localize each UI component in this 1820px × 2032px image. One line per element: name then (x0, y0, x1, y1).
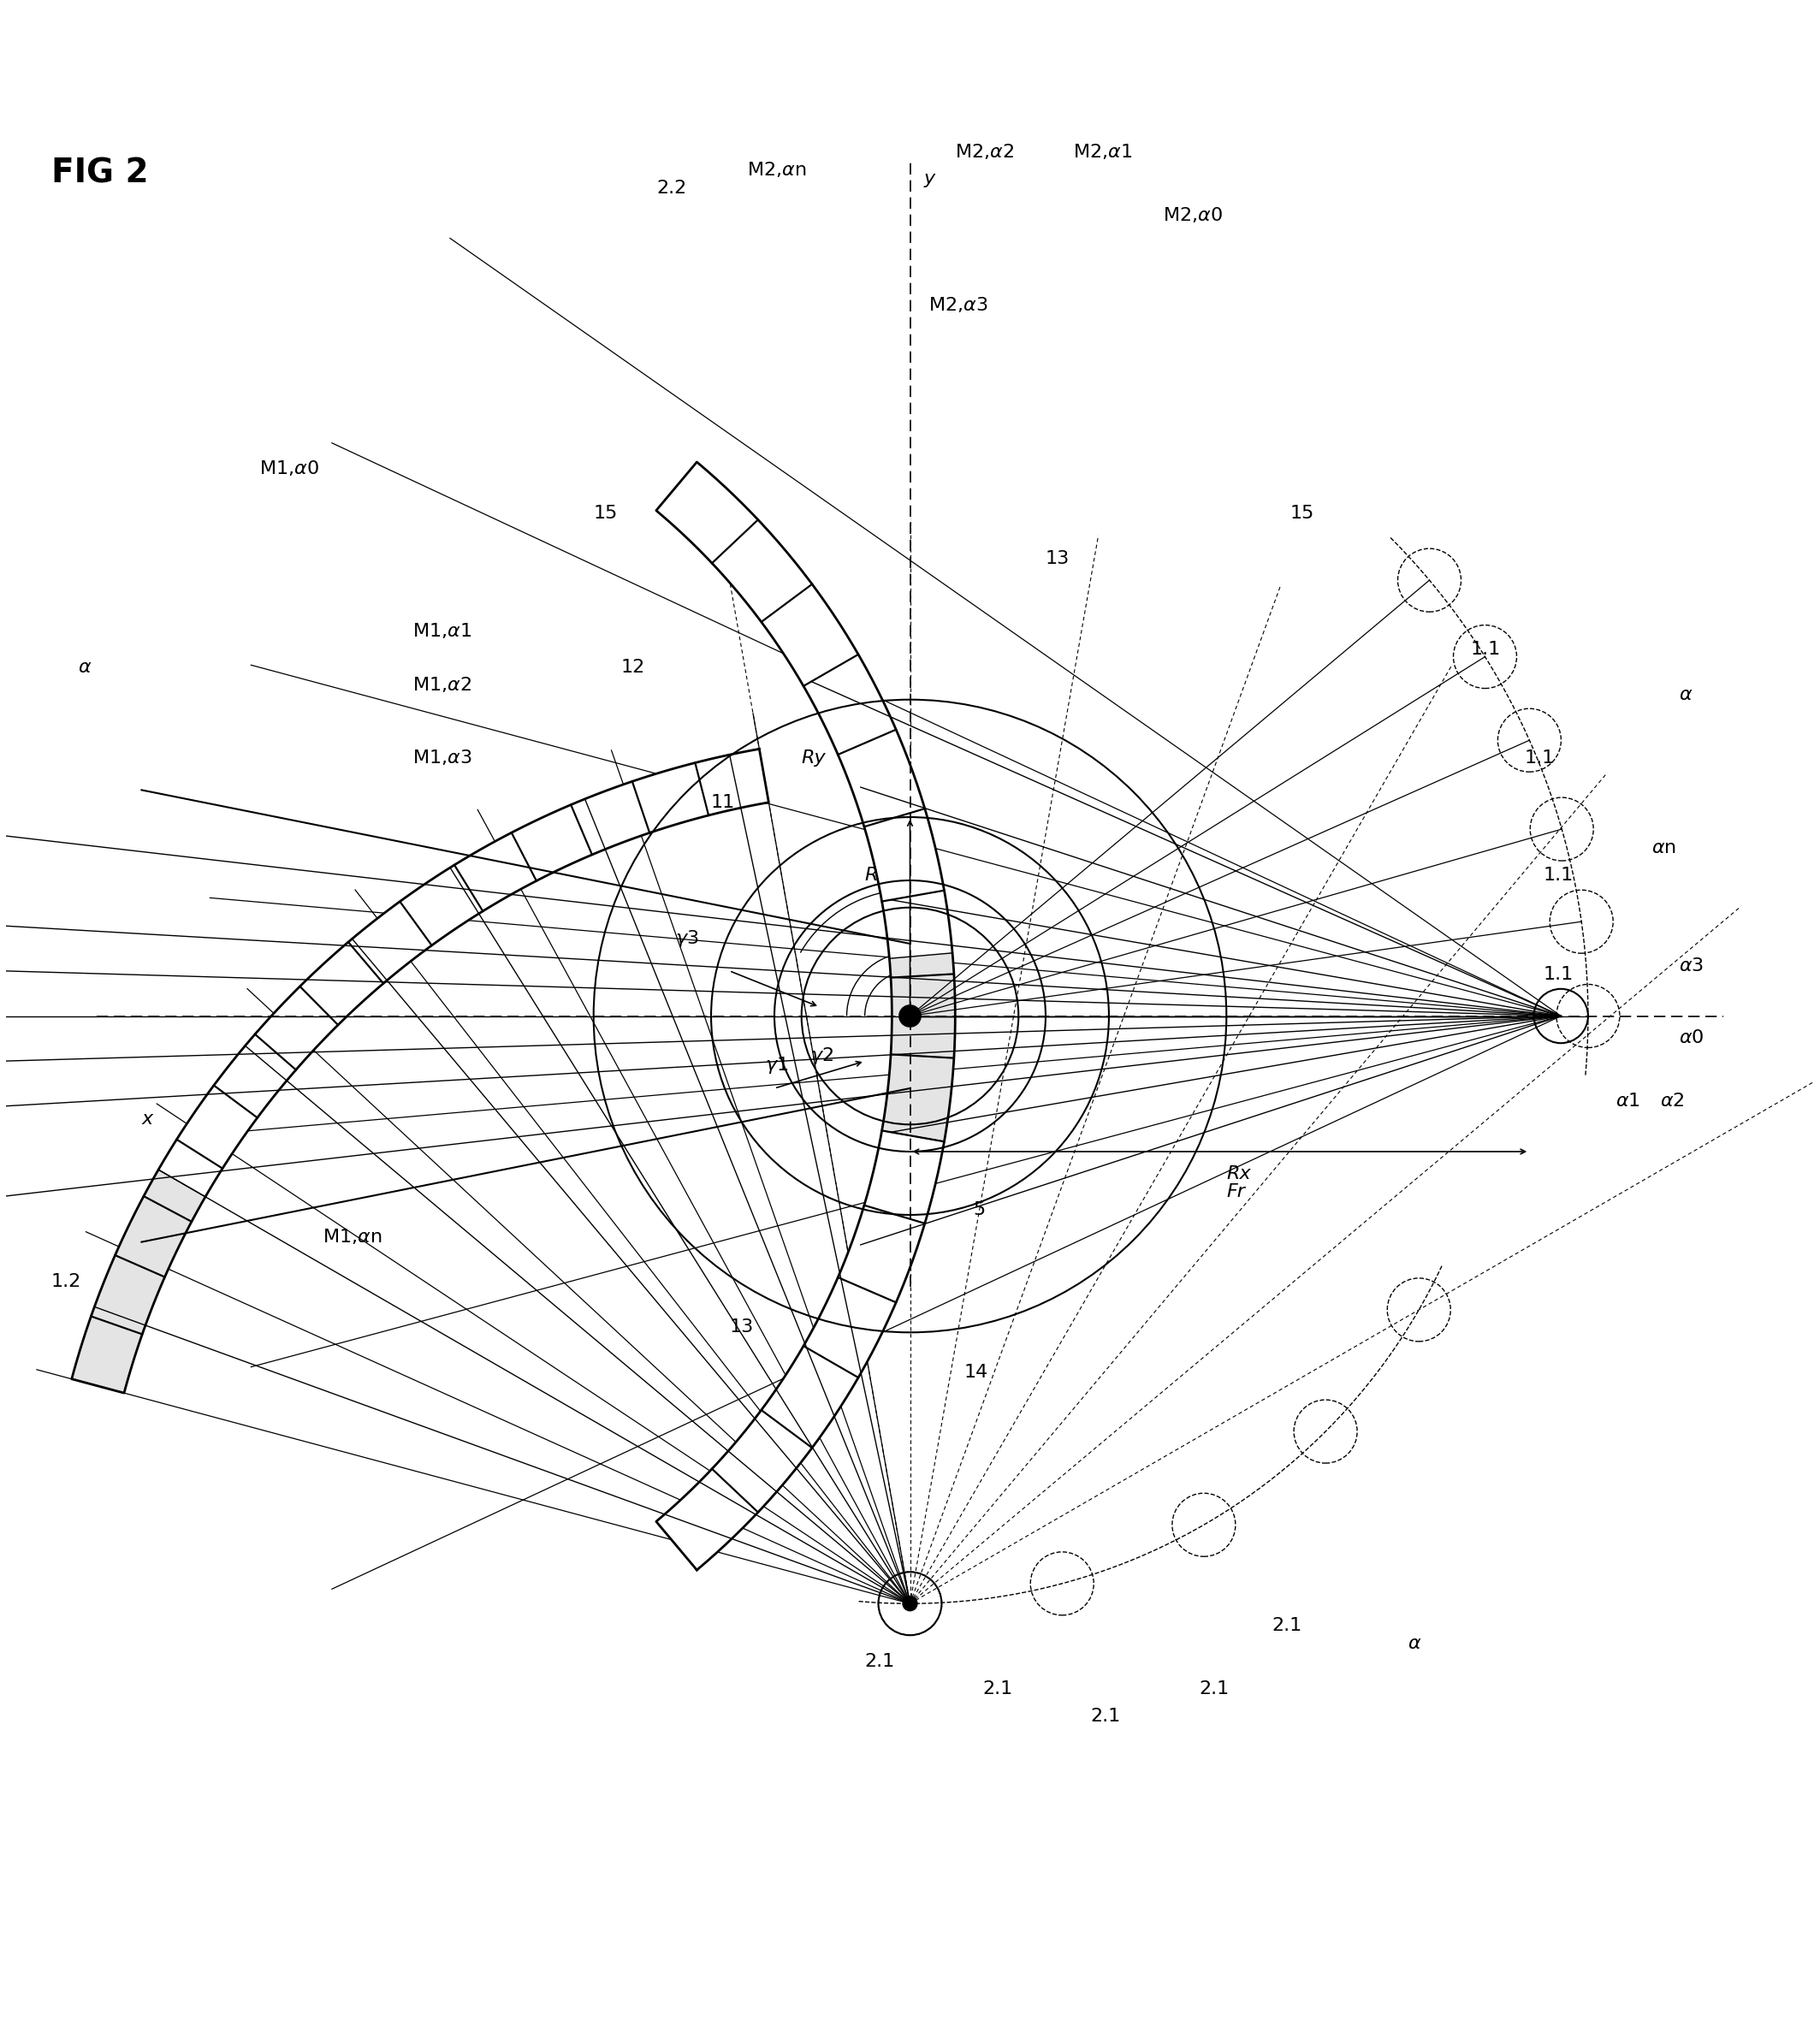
Text: M1,$\alpha$1: M1,$\alpha$1 (413, 622, 471, 640)
Text: 2.1: 2.1 (1090, 1707, 1121, 1725)
Text: Fr: Fr (1227, 1183, 1245, 1201)
Polygon shape (657, 461, 956, 1571)
Text: $\gamma$1: $\gamma$1 (766, 1055, 788, 1075)
Text: 12: 12 (621, 658, 644, 677)
Text: Rx: Rx (1227, 1164, 1250, 1183)
Circle shape (903, 1597, 917, 1611)
Text: $\gamma$3: $\gamma$3 (675, 929, 699, 949)
Text: 15: 15 (1290, 506, 1314, 522)
Polygon shape (71, 1170, 206, 1394)
Text: M2,$\alpha$1: M2,$\alpha$1 (1072, 142, 1132, 161)
Text: M2,$\alpha$n: M2,$\alpha$n (748, 161, 806, 179)
Text: 15: 15 (593, 506, 617, 522)
Text: Ry: Ry (801, 750, 826, 766)
Text: $\alpha$n: $\alpha$n (1651, 839, 1676, 858)
Text: $\alpha$: $\alpha$ (78, 658, 93, 677)
Polygon shape (71, 750, 768, 1394)
Text: 13: 13 (730, 1319, 753, 1335)
Text: $\alpha$2: $\alpha$2 (1660, 1093, 1685, 1109)
Text: 11: 11 (712, 795, 735, 811)
Text: M1,$\alpha$3: M1,$\alpha$3 (413, 748, 471, 766)
Text: M2,$\alpha$2: M2,$\alpha$2 (956, 142, 1014, 161)
Text: 13: 13 (1046, 551, 1070, 567)
Text: R: R (864, 868, 877, 884)
Text: $\gamma$2: $\gamma$2 (810, 1046, 834, 1067)
Text: FIG 2: FIG 2 (51, 156, 149, 189)
Text: $\alpha$1: $\alpha$1 (1614, 1093, 1640, 1109)
Text: $\alpha$: $\alpha$ (1407, 1636, 1421, 1652)
Text: M2,$\alpha$0: M2,$\alpha$0 (1163, 205, 1223, 224)
Text: x: x (142, 1112, 153, 1128)
Text: M1,$\alpha$n: M1,$\alpha$n (322, 1227, 382, 1246)
Text: 14: 14 (965, 1363, 988, 1382)
Polygon shape (883, 953, 956, 1142)
Text: 1.1: 1.1 (1543, 868, 1572, 884)
Text: M1,$\alpha$0: M1,$\alpha$0 (258, 459, 318, 478)
Text: 1.1: 1.1 (1525, 750, 1554, 766)
Text: M2,$\alpha$3: M2,$\alpha$3 (928, 295, 988, 315)
Text: 2.1: 2.1 (1199, 1680, 1230, 1697)
Text: y: y (923, 171, 935, 187)
Text: $\alpha$0: $\alpha$0 (1678, 1030, 1704, 1046)
Text: 1.2: 1.2 (51, 1274, 82, 1290)
Text: 2.1: 2.1 (983, 1680, 1012, 1697)
Text: $\alpha$3: $\alpha$3 (1678, 957, 1704, 973)
Circle shape (899, 1006, 921, 1026)
Text: $\alpha$: $\alpha$ (1678, 687, 1693, 703)
Text: 2.2: 2.2 (657, 179, 686, 197)
Text: 5: 5 (974, 1201, 985, 1219)
Text: 1.1: 1.1 (1543, 965, 1572, 983)
Text: M1,$\alpha$2: M1,$\alpha$2 (413, 675, 471, 695)
Text: 2.1: 2.1 (1272, 1617, 1301, 1634)
Text: 1.1: 1.1 (1471, 640, 1502, 658)
Text: 2.1: 2.1 (864, 1654, 895, 1670)
